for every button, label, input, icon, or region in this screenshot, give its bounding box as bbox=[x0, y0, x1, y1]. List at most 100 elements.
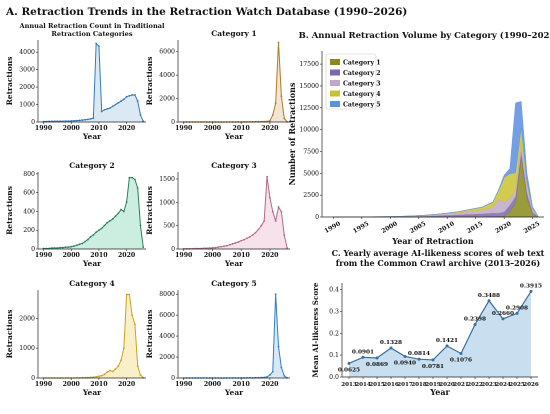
data-point bbox=[134, 178, 136, 181]
area-fill bbox=[183, 176, 288, 249]
chart-traditional: Annual Retraction Count in TraditionalRe… bbox=[5, 22, 165, 141]
x-tick-label: 1990 bbox=[35, 125, 53, 132]
area-fill bbox=[43, 294, 144, 378]
x-tick-label: 2020 bbox=[118, 252, 136, 259]
legend-swatch bbox=[330, 69, 340, 76]
data-point bbox=[515, 311, 519, 315]
data-point bbox=[92, 376, 95, 379]
x-tick-label: 2013 bbox=[341, 382, 357, 388]
data-point bbox=[280, 95, 283, 98]
data-point bbox=[214, 246, 217, 249]
data-point bbox=[131, 314, 134, 317]
data-point bbox=[73, 245, 75, 248]
data-point bbox=[217, 246, 220, 249]
x-tick-label: 2014 bbox=[355, 382, 371, 388]
data-point bbox=[283, 375, 286, 377]
data-point bbox=[280, 366, 283, 369]
data-point bbox=[142, 246, 145, 249]
x-axis-label: Year bbox=[82, 259, 102, 268]
data-point bbox=[89, 235, 92, 238]
x-tick-label: 2020 bbox=[261, 252, 279, 259]
data-label: 0.0625 bbox=[338, 367, 360, 373]
y-tick-label: 0.1 bbox=[329, 352, 339, 359]
y-tick-label: 0.2 bbox=[329, 330, 339, 337]
y-tick-label: 5000 bbox=[303, 170, 319, 177]
data-point bbox=[103, 373, 106, 376]
y-tick-label: 0.3 bbox=[329, 308, 339, 315]
data-point bbox=[75, 119, 78, 122]
x-tick-label: 2022 bbox=[467, 382, 483, 388]
data-point bbox=[280, 210, 283, 213]
data-point bbox=[100, 110, 103, 113]
y-tick-label: 15000 bbox=[299, 83, 319, 90]
data-point bbox=[277, 206, 280, 208]
x-axis-label: Year bbox=[224, 132, 244, 141]
y-axis-label: Mean AI-likeness Score bbox=[311, 282, 320, 377]
data-point bbox=[142, 120, 145, 123]
data-label: 0.1328 bbox=[380, 340, 402, 346]
stack-area-5 bbox=[333, 101, 539, 218]
x-tick-label: 2015 bbox=[466, 220, 484, 235]
data-point bbox=[268, 196, 271, 199]
data-point bbox=[403, 354, 407, 358]
data-point bbox=[122, 210, 125, 213]
chart-title: C. Yearly average AI-likeness scores of … bbox=[332, 248, 545, 268]
y-tick-label: 3000 bbox=[19, 67, 35, 74]
data-label: 0.0814 bbox=[408, 351, 430, 357]
x-axis-label: Year bbox=[82, 388, 102, 397]
y-tick-label: 4000 bbox=[19, 49, 35, 56]
data-point bbox=[95, 375, 98, 378]
y-tick-label: 4000 bbox=[159, 72, 175, 79]
y-tick-label: 2000 bbox=[19, 315, 35, 322]
data-point bbox=[389, 346, 393, 350]
data-point bbox=[243, 238, 245, 241]
data-point bbox=[59, 246, 62, 249]
y-tick-label: 7500 bbox=[303, 148, 319, 155]
x-axis-label: Year of Retraction bbox=[391, 236, 474, 246]
y-axis-label: Retractions bbox=[5, 57, 14, 106]
data-point bbox=[95, 231, 98, 233]
legend-swatch bbox=[330, 90, 340, 97]
subplot-title: Category 2 bbox=[69, 161, 114, 170]
subplot-title: Category 4 bbox=[69, 279, 114, 288]
legend-label: Category 5 bbox=[343, 102, 381, 109]
y-axis-label: Retractions bbox=[5, 186, 14, 235]
subplot-title: Category 1 bbox=[211, 29, 256, 38]
data-point bbox=[70, 245, 73, 248]
chart-cat1: Category 1 1990 2000 2010 2020 0 2000 4000 6000 Y… bbox=[145, 29, 290, 141]
data-label: 0.0869 bbox=[366, 362, 388, 368]
x-tick-label: 2000 bbox=[204, 381, 222, 388]
data-point bbox=[231, 242, 234, 245]
legend-swatch bbox=[330, 80, 340, 86]
chart-title-line-1: C. Yearly average AI-likeness scores of … bbox=[332, 248, 545, 258]
data-point bbox=[254, 231, 257, 234]
y-tick-label: 6000 bbox=[159, 312, 175, 319]
data-point bbox=[266, 175, 268, 178]
data-point bbox=[89, 117, 92, 120]
x-axis-label: Year bbox=[224, 388, 244, 397]
y-tick-label: 0 bbox=[315, 214, 319, 221]
y-tick-label: 400 bbox=[23, 208, 35, 215]
data-point bbox=[86, 118, 89, 121]
y-axis-label: Number of Retractions bbox=[287, 82, 297, 185]
series-line bbox=[183, 294, 288, 379]
x-tick-label: 2010 bbox=[233, 252, 251, 259]
data-point bbox=[53, 247, 56, 249]
data-point bbox=[120, 359, 122, 362]
x-tick-label: 2010 bbox=[90, 125, 108, 132]
x-tick-label: 2020 bbox=[261, 381, 279, 388]
data-point bbox=[266, 376, 268, 378]
data-point bbox=[274, 293, 277, 296]
x-tick-label: 2000 bbox=[63, 381, 81, 388]
y-tick-label: 6000 bbox=[159, 49, 175, 56]
data-point bbox=[125, 201, 128, 203]
y-tick-label: 0 bbox=[31, 119, 35, 126]
data-point bbox=[125, 293, 128, 296]
data-label: 0.0781 bbox=[422, 364, 444, 370]
data-point bbox=[277, 345, 280, 348]
x-tick-label: 2019 bbox=[425, 382, 441, 388]
data-point bbox=[139, 224, 142, 227]
data-point bbox=[248, 235, 251, 238]
data-point bbox=[251, 234, 254, 236]
x-tick-label: 2010 bbox=[90, 252, 108, 259]
